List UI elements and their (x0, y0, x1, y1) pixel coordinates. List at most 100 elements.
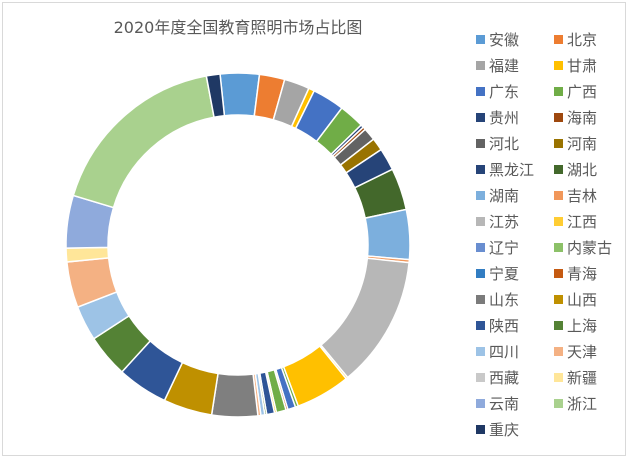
legend-label: 甘肃 (567, 56, 598, 75)
legend-label: 黑龙江 (489, 160, 535, 179)
legend-item: 福建 (476, 52, 519, 78)
legend-label: 河北 (489, 134, 520, 153)
legend-label: 陕西 (489, 316, 520, 335)
legend-row: 河北 河南 (476, 130, 626, 156)
legend-row: 四川 天津 (476, 338, 626, 364)
legend-row: 福建 甘肃 (476, 52, 626, 78)
legend-label: 辽宁 (489, 238, 520, 257)
legend-row: 江苏 江西 (476, 208, 626, 234)
legend-label: 山东 (489, 290, 520, 309)
legend-item: 河南 (554, 130, 597, 156)
legend-item: 安徽 (476, 26, 519, 52)
legend-swatch (554, 34, 563, 44)
legend-item: 青海 (554, 260, 597, 286)
legend-swatch (476, 294, 485, 304)
legend-item: 山东 (476, 286, 519, 312)
legend-label: 山西 (567, 290, 598, 309)
donut-slice-安徽 (219, 72, 261, 117)
legend-item: 湖南 (476, 182, 519, 208)
legend-label: 贵州 (489, 108, 520, 127)
donut-slice-江苏 (319, 257, 410, 379)
legend-row: 辽宁 内蒙古 (476, 234, 626, 260)
legend-swatch (476, 138, 485, 148)
legend-label: 江苏 (489, 212, 520, 231)
legend-item: 宁夏 (476, 260, 519, 286)
legend-swatch (554, 242, 563, 252)
legend-swatch (476, 190, 485, 200)
legend-swatch (554, 346, 563, 356)
legend-item: 广西 (554, 78, 597, 104)
legend-swatch (554, 60, 563, 70)
legend-label: 海南 (567, 108, 598, 127)
legend-item: 江苏 (476, 208, 519, 234)
legend-swatch (554, 398, 563, 408)
legend-label: 天津 (567, 342, 598, 361)
legend-item: 重庆 (476, 416, 519, 442)
legend-label: 青海 (567, 264, 598, 283)
legend-swatch (554, 112, 563, 122)
legend-label: 江西 (567, 212, 598, 231)
legend-item: 黑龙江 (476, 156, 534, 182)
legend-label: 新疆 (567, 368, 598, 387)
legend-label: 吉林 (567, 186, 598, 205)
legend-row: 西藏 新疆 (476, 364, 626, 390)
legend-label: 四川 (489, 342, 520, 361)
donut-slice (205, 73, 226, 119)
legend-swatch (476, 268, 485, 278)
legend-swatch (554, 164, 563, 174)
legend-item: 上海 (554, 312, 597, 338)
legend-label: 宁夏 (489, 264, 520, 283)
legend-item: 甘肃 (554, 52, 597, 78)
legend-label: 湖南 (489, 186, 520, 205)
legend-item: 西藏 (476, 364, 519, 390)
legend-row: 广东 广西 (476, 78, 626, 104)
chart-title: 2020年度全国教育照明市场占比图 (113, 18, 363, 37)
legend-item: 江西 (554, 208, 597, 234)
legend-item: 海南 (554, 104, 597, 130)
legend-swatch (476, 164, 485, 174)
legend-item: 河北 (476, 130, 519, 156)
legend-row: 宁夏 青海 (476, 260, 626, 286)
legend-row: 贵州 海南 (476, 104, 626, 130)
legend-item: 新疆 (554, 364, 597, 390)
legend-swatch (476, 372, 485, 382)
legend-swatch (554, 372, 563, 382)
legend-swatch (476, 60, 485, 70)
legend-item: 内蒙古 (554, 234, 612, 260)
legend-row: 安徽 北京 (476, 26, 626, 52)
legend-row: 山东 山西 (476, 286, 626, 312)
legend-label: 云南 (489, 394, 520, 413)
legend-label: 广西 (567, 82, 598, 101)
donut-slice (72, 75, 215, 209)
legend-swatch (476, 242, 485, 252)
legend-row: 云南 浙江 (476, 390, 626, 416)
legend-item: 天津 (554, 338, 597, 364)
legend-label: 重庆 (489, 420, 520, 439)
legend-swatch (554, 216, 563, 226)
legend-swatch (476, 346, 485, 356)
legend-item: 四川 (476, 338, 519, 364)
legend-label: 浙江 (567, 394, 598, 413)
legend-label: 西藏 (489, 368, 520, 387)
legend-row: 湖南 吉林 (476, 182, 626, 208)
legend-label: 内蒙古 (567, 238, 613, 257)
legend-swatch (476, 86, 485, 96)
legend-swatch (554, 190, 563, 200)
legend-swatch (554, 320, 563, 330)
legend-label: 福建 (489, 56, 520, 75)
legend-item: 云南 (476, 390, 519, 416)
legend-swatch (476, 216, 485, 226)
donut-slice-湖南 (364, 208, 411, 261)
legend-swatch (554, 86, 563, 96)
legend-swatch (476, 112, 485, 122)
legend-item: 湖北 (554, 156, 597, 182)
legend-swatch (476, 34, 485, 44)
legend-item: 浙江 (554, 390, 597, 416)
legend-swatch (476, 320, 485, 330)
donut-slice-西藏 (210, 372, 259, 418)
legend-swatch (476, 424, 485, 434)
legend-label: 上海 (567, 316, 598, 335)
chart-legend: 安徽 北京福建 甘肃广东 广西贵州 海南河北 河南 黑龙江 湖北湖南 吉林江苏 江西辽宁 内蒙古宁夏… (476, 26, 626, 442)
legend-label: 湖北 (567, 160, 598, 179)
legend-row: 陕西 上海 (476, 312, 626, 338)
